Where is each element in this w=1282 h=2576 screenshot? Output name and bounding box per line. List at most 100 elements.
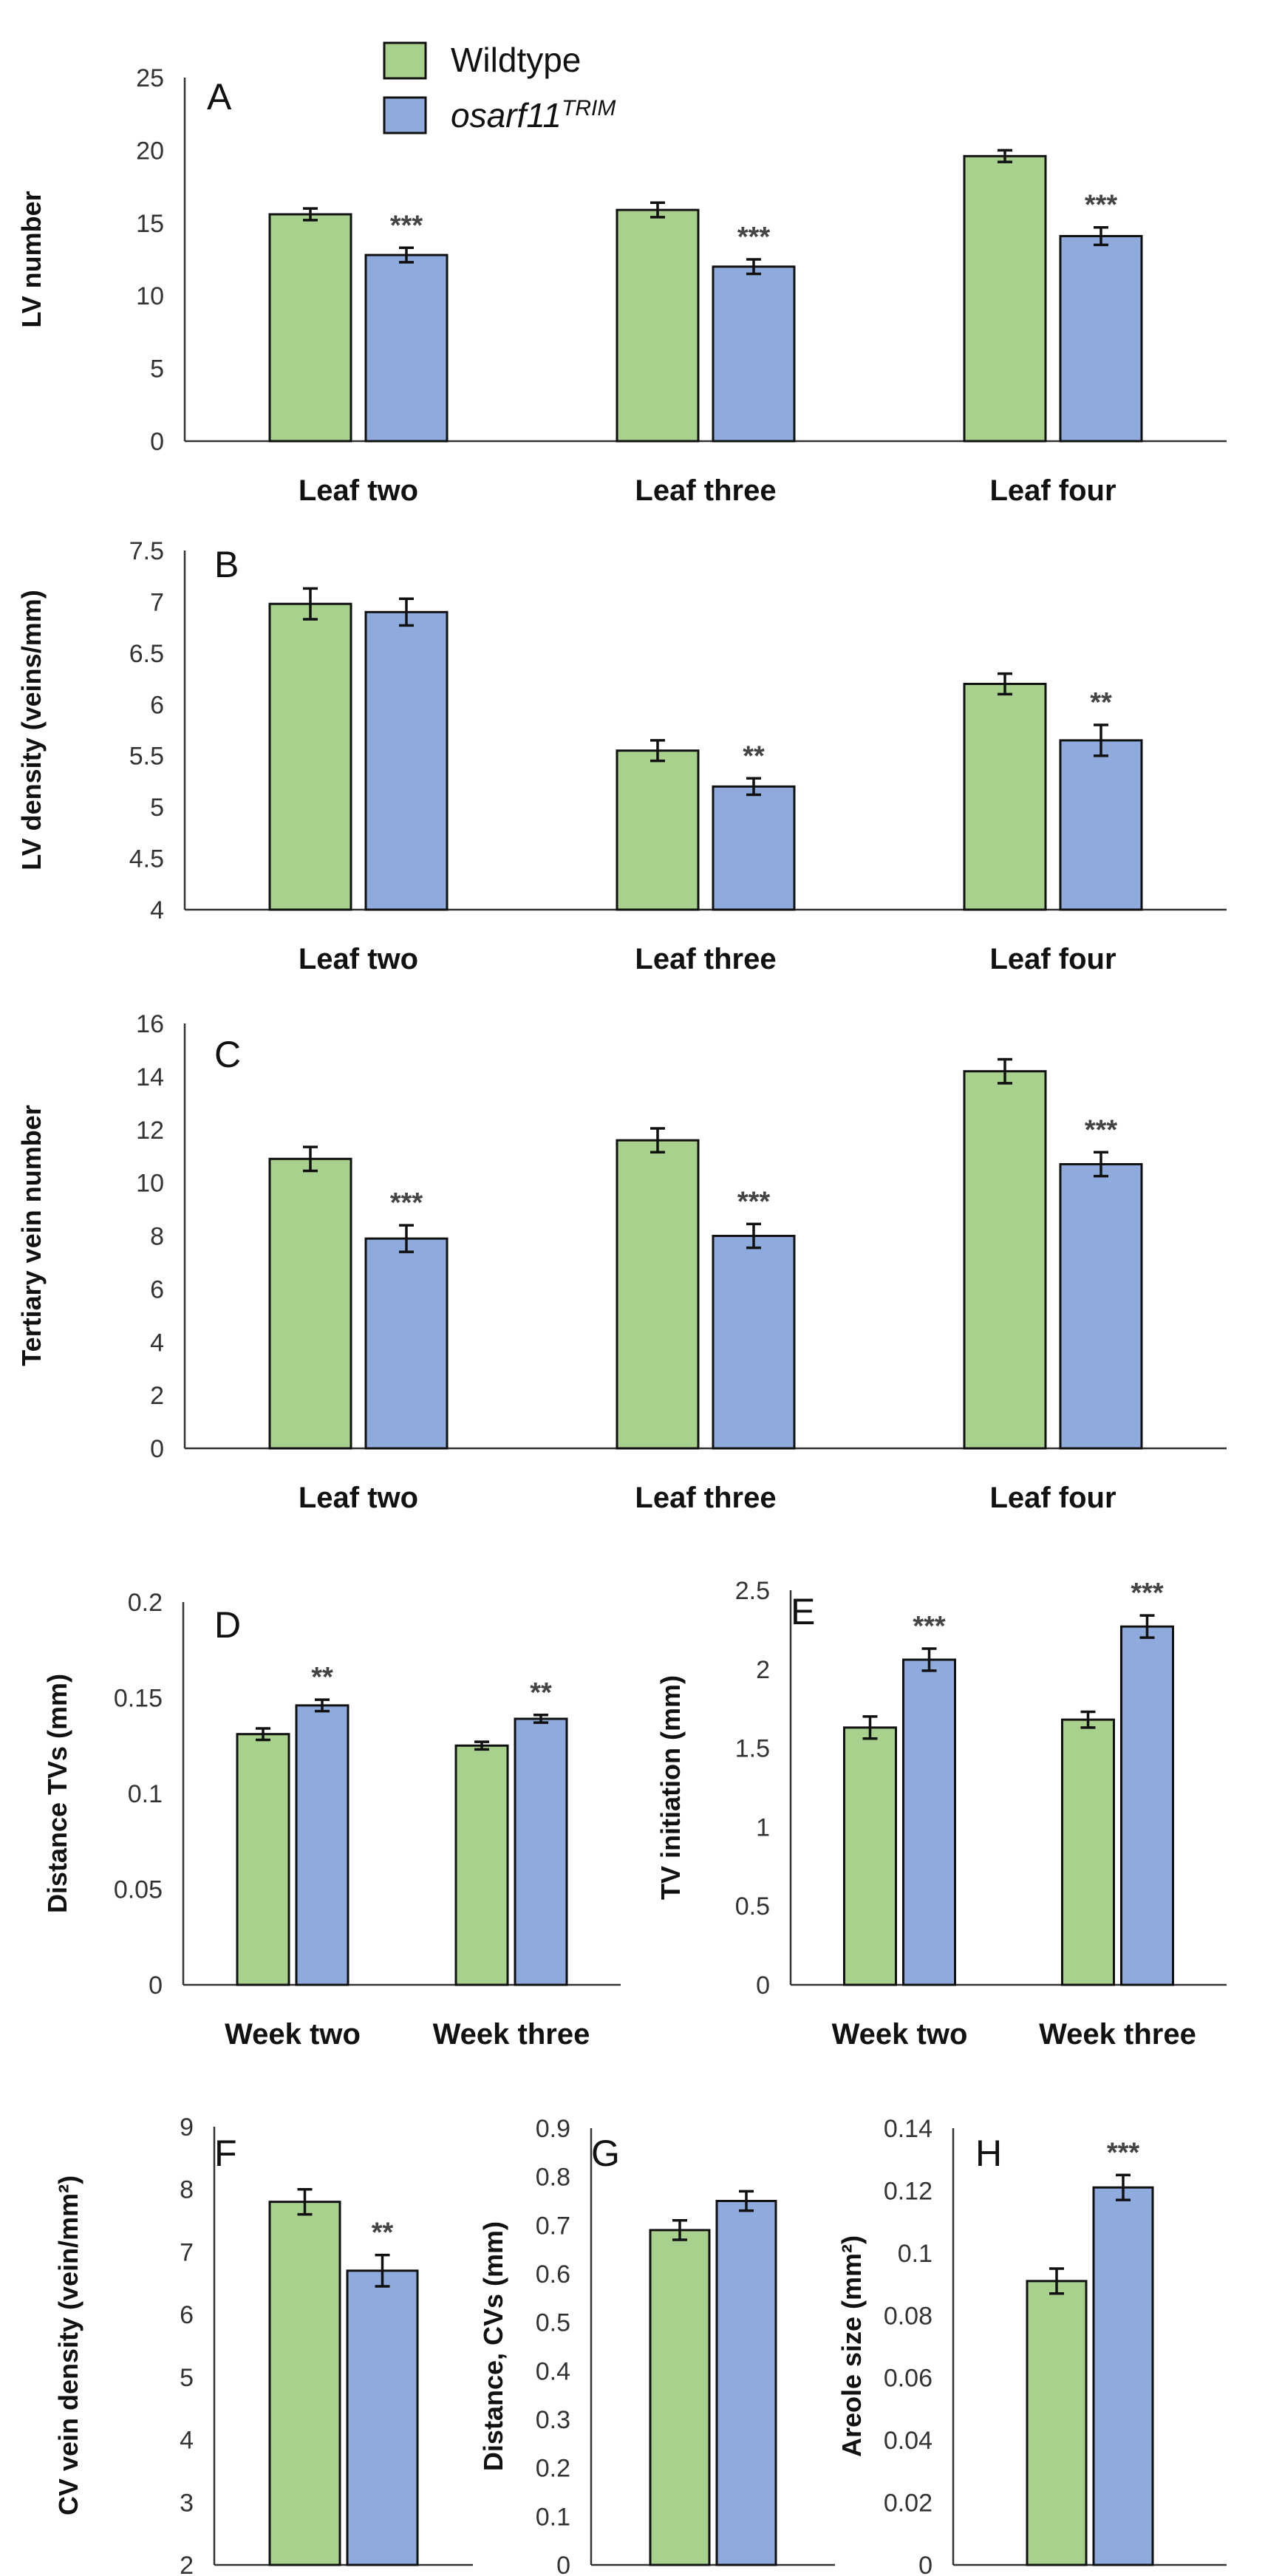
panel-h-bar-wildtype [1026, 2280, 1088, 2566]
panel-f-label: F [214, 2133, 237, 2174]
panel-f-error-bar [375, 2253, 390, 2288]
panel-f-ytick: 4 [180, 2427, 194, 2455]
panel-h-ytick: 0.12 [884, 2177, 932, 2205]
panel-c-ylabel: Tertiary vein number [16, 1105, 47, 1366]
panel-c-bar-mutant [364, 1237, 449, 1450]
panel-g-ytick: 0.4 [536, 2357, 570, 2385]
panel-a: 0 5 10 15 20 25 LV number A *** Leaf two *** Leaf t… [16, 64, 1227, 507]
panel-d-bar-mutant [514, 1717, 568, 1986]
panel-e-ytick: 2.5 [735, 1577, 770, 1605]
panel-f-ytick: 3 [180, 2489, 194, 2517]
panel-d-significance: ** [311, 1662, 333, 1693]
panel-d-bar-wildtype [236, 1733, 290, 1986]
panel-c-ytick: 14 [136, 1063, 164, 1091]
panel-h-label: H [975, 2133, 1002, 2174]
panel-a-error-bar [1094, 225, 1108, 247]
panel-f-ytick: 2 [180, 2552, 194, 2576]
panel-c-ytick: 10 [136, 1170, 164, 1198]
panel-h-ytick: 0.04 [884, 2427, 932, 2455]
panel-e-error-bar [862, 1715, 878, 1740]
panel-b-ylabel: LV density (veins/mm) [16, 590, 47, 870]
panel-d-ytick: 0.15 [114, 1685, 163, 1713]
panel-e-error-bar [1080, 1710, 1096, 1729]
panel-b-error-bar [303, 587, 318, 621]
panel-d-bar-wildtype [454, 1744, 509, 1986]
panel-c-bar-mutant [1059, 1162, 1143, 1450]
panel-g-ytick: 0 [556, 2552, 570, 2576]
panel-a-category-label: Leaf three [635, 474, 776, 507]
panel-h-ytick: 0.14 [884, 2115, 932, 2143]
panel-c-category-label: Leaf four [989, 1482, 1116, 1514]
panel-c-error-bar [746, 1222, 761, 1250]
panel-b-ytick: 6 [150, 691, 164, 719]
panel-b-significance: ** [743, 740, 765, 771]
panel-a-significance: *** [390, 210, 423, 241]
panel-e-significance: *** [1131, 1578, 1164, 1609]
panel-b: 4 4.5 5 5.5 6 6.5 7 7.5 LV density (veins/mm) B Le… [16, 537, 1227, 975]
panel-h-ytick: 0.06 [884, 2365, 932, 2393]
panel-c-significance: *** [737, 1186, 771, 1217]
panel-h-ytick: 0.08 [884, 2302, 932, 2330]
panel-e-bar-wildtype [843, 1726, 897, 1986]
panel-d-ytick: 0.1 [128, 1780, 163, 1808]
panel-c-error-bar [399, 1224, 414, 1253]
panel-h-error-bar [1049, 2267, 1064, 2295]
legend-swatch-mutant [383, 96, 427, 134]
panel-e-bar-mutant [1120, 1625, 1174, 1986]
panel-c-ytick: 16 [136, 1010, 164, 1038]
panel-b-ytick: 7.5 [129, 537, 164, 565]
panel-e-bar-wildtype [1061, 1718, 1115, 1986]
panel-f-ylabel: CV vein density (vein/mm²) [53, 2175, 83, 2515]
panel-g-ytick: 0.1 [536, 2503, 570, 2531]
panel-c-error-bar [1094, 1151, 1108, 1178]
panel-a-bar-wildtype [268, 213, 352, 443]
panel-c-ytick: 2 [150, 1382, 164, 1410]
panel-d-ytick: 0 [149, 1972, 163, 2000]
panel-e-significance: *** [913, 1611, 946, 1642]
panel-h-error-bar [1116, 2173, 1131, 2201]
panel-e-ytick: 0 [756, 1972, 770, 2000]
panel-b-ytick: 6.5 [129, 640, 164, 668]
panel-a-error-bar [998, 149, 1012, 163]
panel-g-ytick: 0.7 [536, 2212, 570, 2240]
panel-f-ytick: 5 [180, 2364, 194, 2392]
panel-e-ylabel: TV initiation (mm) [655, 1675, 686, 1900]
panel-c-ytick: 6 [150, 1275, 164, 1304]
panel-a-bar-mutant [712, 265, 796, 443]
panel-a-ytick: 5 [150, 355, 164, 384]
panel-c-significance: *** [1085, 1114, 1118, 1145]
panel-c-ytick: 12 [136, 1117, 164, 1145]
panel-g-error-bar [739, 2190, 754, 2212]
panel-e-ytick: 2 [756, 1656, 770, 1684]
panel-a-bar-wildtype [616, 208, 700, 443]
panel-g-ytick: 0.3 [536, 2406, 570, 2434]
panel-b-bar-wildtype [963, 683, 1047, 911]
panel-c: 0 2 4 6 8 10 12 14 16 Tertiary vein number C *** Lea… [16, 1010, 1227, 1514]
panel-d-error-bar [315, 1698, 330, 1713]
legend: Wildtype osarf11TRIM [383, 41, 616, 134]
panel-a-ylabel: LV number [16, 191, 47, 327]
panel-c-label: C [214, 1034, 241, 1075]
panel-a-ytick: 25 [136, 64, 164, 92]
panel-b-bar-wildtype [268, 602, 352, 911]
panel-d: 0 0.05 0.1 0.15 0.2 Distance TVs (mm) D ** Week … [42, 1589, 621, 2051]
legend-swatch-wildtype [383, 41, 427, 80]
panel-g-bar-mutant [715, 2200, 777, 2566]
panel-d-error-bar [533, 1714, 548, 1724]
panel-c-category-label: Leaf three [635, 1482, 776, 1514]
panel-h-bar-mutant [1092, 2186, 1154, 2566]
panel-d-bar-mutant [295, 1704, 350, 1986]
panel-h-ylabel: Areole size (mm²) [836, 2235, 867, 2457]
panel-b-ytick: 7 [150, 588, 164, 616]
panel-a-ytick: 0 [150, 428, 164, 456]
panel-g: 0 0.1 0.2 0.3 0.4 0.5 0.6 0.7 0.8 0.9 Distance, CV… [478, 2115, 835, 2576]
panel-f-ytick: 7 [180, 2238, 194, 2266]
panel-f: 2 3 4 5 6 7 8 9 CV vein density (vein/mm²) F ** [53, 2113, 473, 2576]
panel-b-ytick: 4.5 [129, 845, 164, 873]
panel-f-significance: ** [372, 2218, 394, 2249]
panel-d-category-label: Week three [433, 2018, 590, 2051]
panel-c-error-bar [303, 1145, 318, 1173]
panel-c-bar-wildtype [963, 1070, 1047, 1450]
panel-e-error-bar [921, 1647, 937, 1672]
